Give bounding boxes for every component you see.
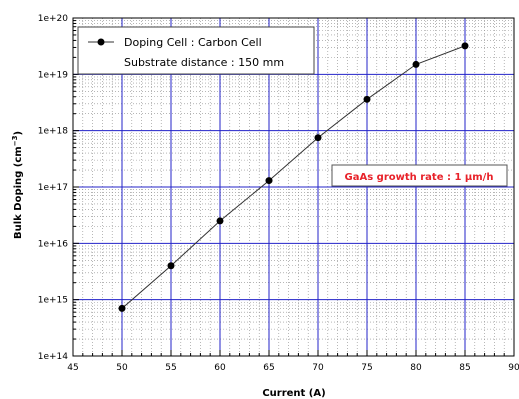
- legend-box: [77, 26, 315, 75]
- legend-label-substrate: Substrate distance : 150 mm: [124, 56, 284, 69]
- y-tick-label: 1e+17: [38, 183, 68, 193]
- x-tick-label: 85: [459, 363, 470, 373]
- data-point: [461, 42, 469, 50]
- y-axis-title-tail: ): [13, 131, 24, 136]
- y-tick-label: 1e+15: [38, 296, 68, 306]
- y-axis-title-exponent: −3: [11, 135, 19, 146]
- data-point: [118, 304, 126, 312]
- annotation: GaAs growth rate : 1 μm/h: [331, 164, 508, 187]
- y-axis-ticks: 1e+14 1e+15 1e+16 1e+17 1e+18 1e+19 1e+20: [38, 14, 79, 362]
- x-tick-label: 45: [67, 363, 78, 373]
- x-axis-ticks: 45 50 55 60 65 70 75 80 85 90: [67, 350, 519, 373]
- x-tick-label: 70: [312, 363, 324, 373]
- data-point: [412, 60, 420, 68]
- legend-label-series: Doping Cell : Carbon Cell: [124, 36, 262, 49]
- y-tick-label: 1e+16: [38, 239, 69, 249]
- legend: Doping Cell : Carbon Cell Substrate dist…: [77, 26, 315, 75]
- data-point: [363, 95, 371, 103]
- data-point: [265, 177, 273, 185]
- x-tick-label: 75: [361, 363, 372, 373]
- x-tick-label: 80: [410, 363, 422, 373]
- x-axis-title: Current (A): [262, 388, 325, 399]
- annotation-text: GaAs growth rate : 1 μm/h: [345, 172, 494, 183]
- annotation-box: [331, 164, 508, 187]
- y-tick-label: 1e+14: [38, 352, 69, 362]
- data-point: [216, 217, 224, 225]
- x-tick-label: 65: [263, 363, 274, 373]
- y-axis-title: Bulk Doping (cm−3): [11, 131, 24, 239]
- x-tick-label: 55: [165, 363, 176, 373]
- x-tick-label: 90: [508, 363, 519, 373]
- data-point: [314, 134, 322, 142]
- series-line: [121, 45, 466, 309]
- y-tick-label: 1e+18: [38, 127, 69, 137]
- x-tick-label: 50: [116, 363, 128, 373]
- x-tick-label: 60: [214, 363, 226, 373]
- data-point: [167, 262, 175, 270]
- y-tick-label: 1e+19: [38, 70, 69, 80]
- series-layer: [118, 42, 469, 312]
- y-axis-title-main: Bulk Doping (cm: [13, 146, 24, 239]
- y-tick-label: 1e+20: [38, 14, 69, 24]
- legend-marker-swatch: [97, 38, 105, 46]
